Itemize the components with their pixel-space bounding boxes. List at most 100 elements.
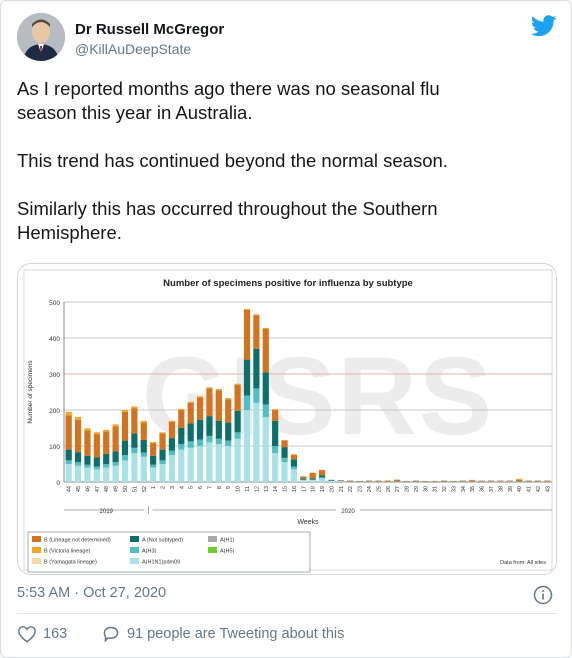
bar-segment — [168, 421, 176, 439]
bar-segment — [309, 480, 316, 482]
bar-segment — [262, 372, 269, 405]
legend-label: B (Lineage not determined) — [44, 538, 111, 544]
bar-segment — [131, 406, 138, 409]
bar-segment — [159, 433, 166, 450]
bar-segment — [281, 447, 288, 458]
bar-segment — [103, 453, 110, 464]
x-tick-label: 4 — [179, 486, 185, 489]
year-label: 2020 — [341, 509, 355, 515]
like-button[interactable]: 163 — [17, 625, 67, 643]
bar-segment — [112, 424, 119, 427]
bar-segment — [215, 390, 222, 421]
conversation-button[interactable]: 91 people are Tweeting about this — [101, 625, 344, 643]
bar-segment — [253, 315, 260, 349]
bar-segment — [487, 480, 495, 482]
x-tick-label: 9 — [226, 486, 232, 489]
avatar[interactable] — [17, 13, 65, 61]
bar-segment — [150, 443, 157, 456]
x-tick-label: 23 — [358, 486, 364, 492]
bar-segment — [121, 460, 129, 482]
bar-segment — [93, 466, 100, 470]
bar-segment — [131, 447, 138, 454]
bar-segment — [347, 480, 354, 482]
bar-segment — [206, 388, 213, 417]
bar-segment — [196, 397, 204, 420]
y-tick-label: 400 — [49, 336, 60, 343]
x-tick-label: 41 — [527, 486, 533, 492]
bar-segment — [140, 439, 147, 453]
bar-segment — [150, 442, 157, 444]
tweet-actions: 163 91 people are Tweeting about this — [17, 625, 557, 647]
x-tick-label: 18 — [311, 486, 317, 492]
bar-segment — [196, 419, 204, 440]
chart-frame — [23, 269, 553, 571]
bar-segment — [150, 455, 157, 465]
bar-segment — [112, 465, 119, 482]
x-tick-label: 28 — [405, 486, 411, 492]
x-tick-label: 47 — [95, 486, 101, 492]
legend-label: A(H3) — [142, 549, 157, 555]
tweet-paragraph-1: As I reported months ago there was no se… — [17, 77, 557, 125]
x-tick-label: 43 — [545, 486, 551, 492]
bar-segment — [178, 428, 185, 445]
year-label: 2019 — [100, 509, 114, 515]
bar-segment — [318, 470, 326, 476]
x-tick-label: 1 — [151, 486, 157, 489]
twitter-bird-icon[interactable] — [531, 15, 557, 37]
x-tick-label: 36 — [480, 486, 486, 492]
bar-segment — [178, 444, 185, 450]
chart-watermark: GISRS — [142, 335, 494, 458]
bar-segment — [516, 478, 523, 480]
bar-segment — [272, 446, 279, 454]
y-axis-label: Number of specimens — [27, 360, 34, 424]
author-handle[interactable]: @KillAuDeepState — [75, 41, 192, 57]
y-tick-label: 200 — [49, 408, 60, 415]
x-tick-label: 40 — [517, 486, 523, 492]
bar-segment — [262, 329, 269, 373]
bar-segment — [168, 438, 176, 451]
bar-segment — [253, 314, 260, 316]
avatar-image — [17, 13, 65, 61]
x-tick-label: 15 — [283, 486, 289, 492]
legend-box — [27, 531, 311, 573]
info-icon[interactable] — [533, 585, 553, 605]
bar-segment — [225, 398, 232, 400]
bar-segment — [243, 395, 251, 410]
x-tick-label: 29 — [414, 486, 420, 492]
author-display-name[interactable]: Dr Russell McGregor — [75, 21, 225, 38]
legend-swatch — [130, 547, 139, 553]
bar-segment — [84, 455, 91, 465]
x-tick-label: 38 — [498, 486, 504, 492]
bar-segment — [215, 389, 222, 391]
x-tick-label: 52 — [142, 486, 148, 492]
legend-swatch — [130, 536, 139, 542]
bar-segment — [253, 402, 260, 482]
bar-segment — [225, 399, 232, 423]
bar-segment — [234, 410, 241, 433]
bar-segment — [93, 469, 100, 482]
legend-swatch — [32, 558, 41, 564]
legend-swatch — [208, 536, 217, 542]
x-tick-label: 10 — [236, 486, 242, 492]
x-tick-label: 8 — [217, 486, 223, 489]
legend-label: A (Not subtyped) — [142, 538, 183, 544]
x-tick-label: 39 — [508, 486, 514, 492]
bar-segment — [290, 469, 298, 482]
x-tick-label: 33 — [451, 486, 457, 492]
bar-segment — [234, 432, 241, 439]
x-axis-label: Weeks — [297, 519, 319, 526]
y-tick-label: 0 — [56, 480, 60, 487]
bar-segment — [309, 473, 316, 479]
bar-segment — [84, 428, 91, 431]
legend-swatch — [130, 558, 139, 564]
x-tick-label: 27 — [395, 486, 401, 492]
bar-segment — [225, 446, 232, 482]
bar-segment — [412, 480, 420, 482]
chart-source-note: Data from: All sites — [500, 560, 546, 566]
bar-segment — [74, 452, 82, 463]
tweet-timestamp[interactable]: 5:53 AM · Oct 27, 2020 — [17, 585, 167, 601]
bar-segment — [469, 480, 476, 482]
tweet-media-chart[interactable]: Number of specimens positive for influen… — [17, 263, 557, 575]
bar-segment — [112, 451, 119, 463]
